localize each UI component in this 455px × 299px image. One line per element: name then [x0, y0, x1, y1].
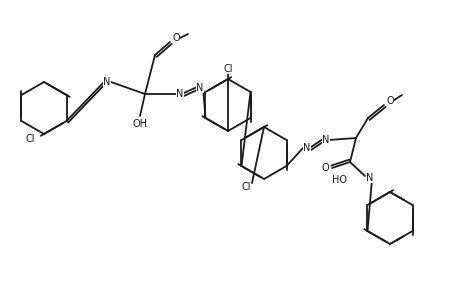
- Text: O: O: [320, 163, 328, 173]
- Text: O: O: [172, 33, 179, 43]
- Text: N: N: [322, 135, 329, 145]
- Text: N: N: [103, 77, 111, 87]
- Text: N: N: [196, 83, 203, 93]
- Text: N: N: [365, 173, 373, 183]
- Text: N: N: [303, 143, 310, 153]
- Text: O: O: [385, 96, 393, 106]
- Text: Cl: Cl: [223, 64, 232, 74]
- Text: Cl: Cl: [25, 134, 35, 144]
- Text: Cl: Cl: [241, 182, 250, 192]
- Text: OH: OH: [132, 119, 147, 129]
- Text: HO: HO: [332, 175, 347, 185]
- Text: N: N: [176, 89, 183, 99]
